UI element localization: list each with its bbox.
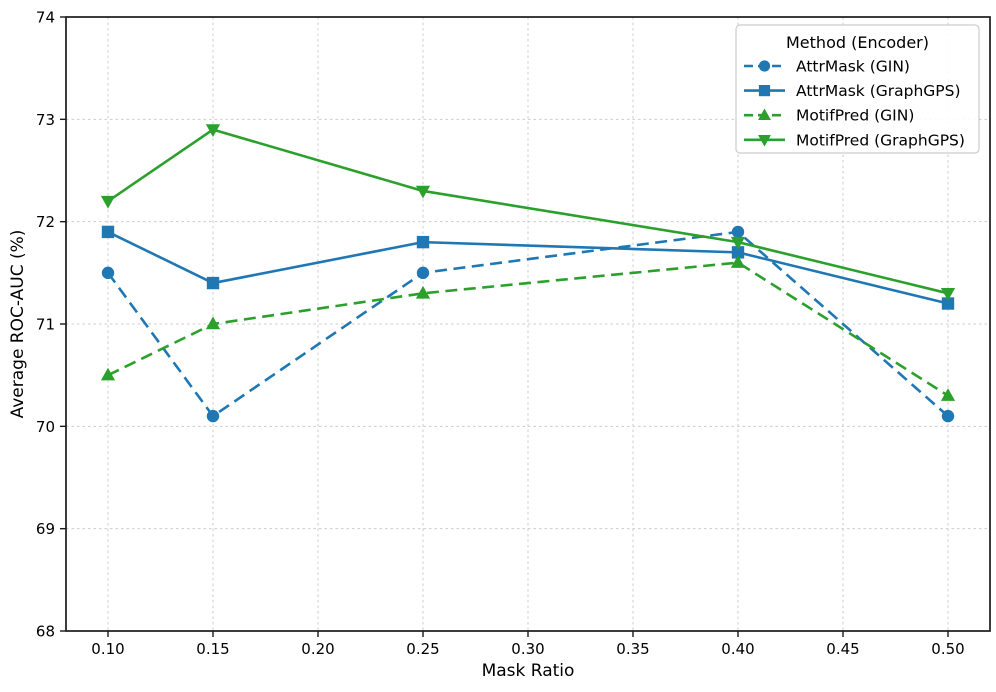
- legend-label: AttrMask (GIN): [796, 58, 910, 76]
- legend-marker-square: [758, 85, 771, 97]
- x-axis-label: Mask Ratio: [482, 661, 575, 681]
- y-tick-label: 74: [36, 9, 55, 27]
- x-tick-label: 0.10: [91, 640, 124, 658]
- marker-motifpred-gin-0.50: [940, 388, 956, 401]
- legend-item-motifpred-graphgps: MotifPred (GraphGPS): [744, 131, 965, 149]
- marker-motifpred-gin-0.10: [100, 367, 116, 381]
- marker-attrmask-graphgps-0.10: [101, 225, 115, 239]
- legend-item-attrmask-graphgps: AttrMask (GraphGPS): [744, 82, 961, 100]
- marker-attrmask-gin-0.10: [101, 266, 115, 280]
- x-tick-label: 0.45: [826, 640, 859, 658]
- y-tick-label: 70: [36, 418, 55, 436]
- y-tick-label: 73: [36, 111, 55, 129]
- y-axis-label: Average ROC-AUC (%): [8, 230, 28, 419]
- series-line-motifpred-gin: [107, 261, 949, 397]
- x-tick-label: 0.30: [511, 640, 544, 658]
- y-tick-label: 72: [36, 213, 55, 231]
- y-tick-label: 69: [36, 520, 55, 538]
- legend-marker-triangle-up: [758, 108, 771, 120]
- marker-motifpred-graphgps-0.10: [100, 195, 116, 209]
- series-attrmask-graphgps: [101, 225, 955, 310]
- series-motifpred-gin: [100, 255, 956, 401]
- marker-motifpred-graphgps-0.40: [730, 236, 746, 250]
- x-axis: 0.10 0.15 0.20 0.25 0.30 0.35 0.40 0.45 0.50 Mask…: [91, 631, 965, 681]
- series-motifpred-graphgps: [100, 124, 956, 301]
- x-tick-label: 0.15: [196, 640, 229, 658]
- x-tick-label: 0.50: [931, 640, 964, 658]
- marker-motifpred-graphgps-0.50: [940, 288, 956, 301]
- marker-attrmask-graphgps-0.25: [416, 235, 430, 249]
- legend-marker-circle: [758, 60, 771, 72]
- legend-item-motifpred-gin: MotifPred (GIN): [744, 107, 914, 125]
- x-tick-label: 0.35: [616, 640, 649, 658]
- marker-motifpred-graphgps-0.25: [415, 185, 431, 199]
- legend-title: Method (Encoder): [786, 33, 929, 52]
- y-axis: 68 69 70 71 72 73 74 Average ROC-AUC (%): [8, 9, 66, 641]
- x-tick-label: 0.20: [301, 640, 334, 658]
- marker-motifpred-gin-0.25: [415, 285, 431, 299]
- y-tick-label: 71: [36, 316, 55, 334]
- marker-motifpred-gin-0.40: [730, 255, 746, 268]
- x-tick-label: 0.25: [406, 640, 439, 658]
- marker-attrmask-gin-0.50: [941, 409, 955, 423]
- marker-attrmask-gin-0.25: [416, 266, 430, 280]
- marker-motifpred-graphgps-0.15: [205, 124, 221, 138]
- legend-label: AttrMask (GraphGPS): [796, 82, 961, 100]
- marker-attrmask-graphgps-0.50: [941, 297, 955, 310]
- legend-item-attrmask-gin: AttrMask (GIN): [744, 58, 910, 76]
- marker-motifpred-gin-0.15: [205, 316, 221, 330]
- y-tick-label: 68: [36, 623, 55, 641]
- marker-attrmask-graphgps-0.40: [731, 246, 745, 259]
- marker-attrmask-graphgps-0.15: [206, 276, 220, 290]
- legend-label: MotifPred (GraphGPS): [796, 131, 965, 149]
- x-tick-label: 0.40: [721, 640, 754, 658]
- legend-marker-triangle-down: [758, 135, 771, 147]
- marker-attrmask-gin-0.15: [206, 409, 220, 423]
- series-attrmask-gin: [101, 225, 955, 423]
- legend: Method (Encoder) AttrMask (GIN) AttrMask (…: [735, 24, 980, 154]
- legend-box: [735, 24, 980, 154]
- legend-label: MotifPred (GIN): [796, 107, 914, 125]
- marker-attrmask-gin-0.40: [731, 225, 745, 239]
